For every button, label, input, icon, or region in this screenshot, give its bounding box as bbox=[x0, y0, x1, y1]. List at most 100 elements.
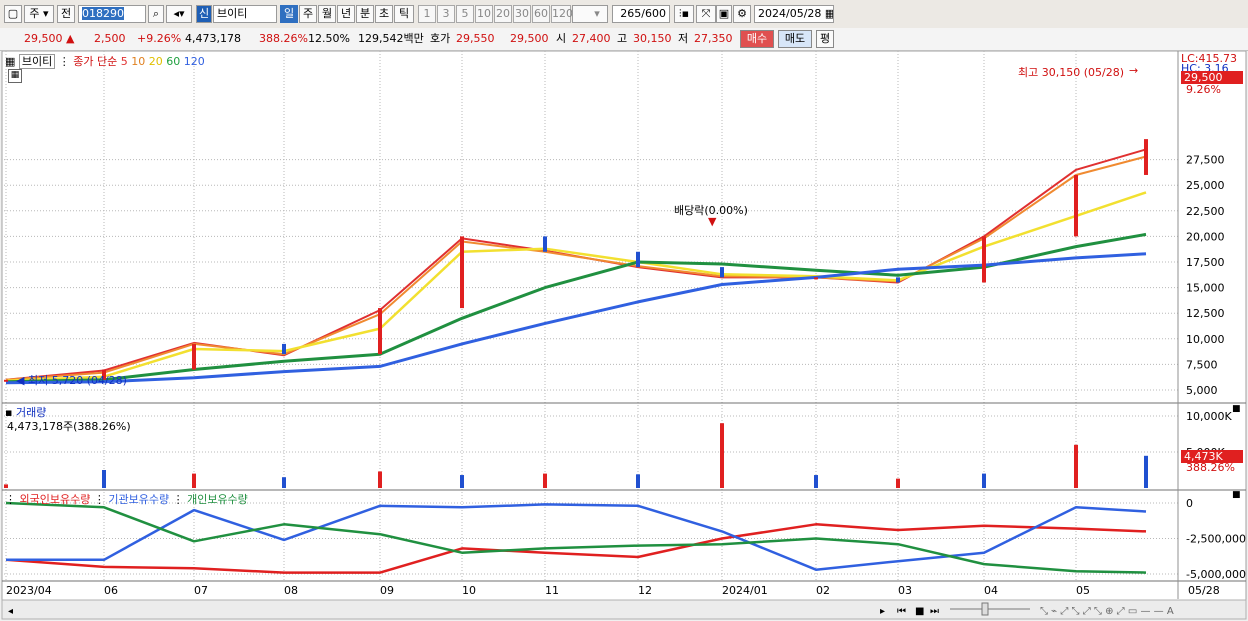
save-icon[interactable]: ▣ bbox=[716, 5, 732, 23]
data-count-total: /600 bbox=[641, 7, 666, 20]
bid-label: 호가 bbox=[430, 32, 451, 45]
low-label: 저 bbox=[678, 32, 689, 45]
tool-icons[interactable]: ⤡ ⌁ ⤢ ⤡ ⤢ ⤡ ⊕ ⤢ ▭ — — A bbox=[1040, 606, 1174, 617]
minute-10-button[interactable]: 10 bbox=[475, 5, 493, 23]
volume-bar bbox=[460, 475, 464, 488]
price-candle bbox=[720, 267, 724, 278]
price-candle bbox=[543, 236, 547, 252]
volume-bar bbox=[4, 484, 8, 488]
price-y-tick: 17,500 bbox=[1186, 256, 1225, 269]
custom-period-select[interactable]: ▾ bbox=[572, 5, 608, 23]
volume-current: 4,473,178주(388.26%) bbox=[7, 420, 131, 433]
price-y-tick: 20,000 bbox=[1186, 230, 1225, 243]
scroll-right-icon[interactable]: ▸ bbox=[880, 606, 885, 617]
turnover-rate: 12.50% bbox=[308, 32, 350, 45]
volume-name: 거래량 bbox=[15, 406, 47, 419]
holdings-grip-icon: ⋮ bbox=[5, 493, 16, 506]
volume-bar bbox=[1144, 455, 1148, 488]
play-forward-icon[interactable]: ⏭ bbox=[930, 606, 939, 617]
stock-name-label: 브이티 bbox=[18, 54, 56, 69]
volume-bar bbox=[896, 478, 900, 488]
volume-bar bbox=[192, 473, 196, 488]
minute-60-button[interactable]: 60 bbox=[532, 5, 550, 23]
scroll-left-icon[interactable]: ◂ bbox=[8, 606, 13, 617]
period-week-button[interactable]: 주 bbox=[299, 5, 317, 23]
stock-code-input[interactable]: 018290 bbox=[78, 5, 146, 23]
price-candle bbox=[378, 308, 382, 355]
search-icon[interactable]: ⌕ bbox=[148, 5, 164, 23]
ma20-label: 20 bbox=[148, 55, 163, 68]
minute-1-button[interactable]: 1 bbox=[418, 5, 436, 23]
period-select[interactable]: 주 ▾ bbox=[24, 5, 54, 23]
holdings-y-tick: -2,500,000 bbox=[1186, 533, 1246, 546]
minute-3-button[interactable]: 3 bbox=[437, 5, 455, 23]
sell-button[interactable]: 매도 bbox=[778, 30, 812, 48]
zoom-slider-handle[interactable] bbox=[981, 602, 989, 616]
x-tick-label: 05 bbox=[1076, 584, 1090, 597]
series-lines bbox=[4, 139, 1148, 574]
price-panel-title: ▦ 브이티 ⋮ 종가 단순 5 10 20 60 120 bbox=[5, 53, 205, 69]
current-pct-tag: 9.26% bbox=[1186, 83, 1221, 96]
holdings-y-tick: 0 bbox=[1186, 497, 1193, 510]
chart-area[interactable]: 2023/04 06 07 08 09 10 11 12 2024/01 02 03 04 05 05/2… bbox=[0, 51, 1248, 621]
minute-20-button[interactable]: 20 bbox=[494, 5, 512, 23]
dividend-note: 배당락(0.00%) bbox=[674, 204, 748, 217]
price-y-tick: 7,500 bbox=[1186, 358, 1218, 371]
volume-bar bbox=[282, 477, 286, 488]
holdings-panel-title: ⋮ 외국인보유수량 ⋮ 기관보유수량 ⋮ 개인보유수량 bbox=[5, 491, 248, 507]
candle-style-icon[interactable]: ⫶▪ bbox=[674, 5, 694, 23]
price-candle bbox=[1074, 174, 1078, 237]
trade-amount: 129,542백만 bbox=[358, 32, 424, 45]
period-year-button[interactable]: 년 bbox=[337, 5, 355, 23]
settings-gear-icon[interactable]: ⚙ bbox=[733, 5, 751, 23]
volume-bar bbox=[102, 470, 106, 488]
period-second-button[interactable]: 초 bbox=[375, 5, 393, 23]
volume-current-tag: 4,473K bbox=[1181, 450, 1243, 463]
minute-30-button[interactable]: 30 bbox=[513, 5, 531, 23]
price-candle bbox=[4, 379, 8, 382]
price-y-tick: 12,500 bbox=[1186, 307, 1225, 320]
window-menu-icon[interactable]: ▢ bbox=[4, 5, 22, 23]
stop-icon[interactable]: ■ bbox=[915, 606, 924, 617]
ma10-label: 10 bbox=[131, 55, 146, 68]
speaker-icon[interactable]: ◂▾ bbox=[166, 5, 192, 23]
volume-bar bbox=[720, 423, 724, 488]
minute-5-button[interactable]: 5 bbox=[456, 5, 474, 23]
chart-background bbox=[1, 51, 1247, 620]
play-back-icon[interactable]: ⏮ bbox=[897, 606, 906, 617]
ma-grip-icon: ⋮ bbox=[58, 55, 70, 68]
stock-name-field[interactable]: 브이티 bbox=[213, 5, 277, 23]
date-field[interactable]: 2024/05/28 ▦ bbox=[754, 5, 834, 23]
minute-120-button[interactable]: 120 bbox=[551, 5, 573, 23]
lc-label: LC:415.73 bbox=[1181, 52, 1238, 65]
period-label: 주 bbox=[29, 7, 40, 20]
volume-bars bbox=[4, 423, 1148, 488]
horizontal-scrollbar[interactable] bbox=[1, 599, 1247, 620]
prev-button[interactable]: 전 bbox=[57, 5, 75, 23]
period-minute-button[interactable]: 분 bbox=[356, 5, 374, 23]
period-day-button[interactable]: 일 bbox=[280, 5, 298, 23]
holdings-panel-close-icon[interactable]: ■ bbox=[1232, 490, 1241, 500]
x-tick-label: 02 bbox=[816, 584, 830, 597]
volume-value: 4,473,178 bbox=[185, 32, 241, 45]
panel-grip-icon[interactable]: ▦ bbox=[5, 55, 16, 68]
data-count-field[interactable]: 265/600 bbox=[612, 5, 670, 23]
volume-current-pct: 388.26% bbox=[1186, 461, 1235, 474]
high-price: 30,150 bbox=[633, 32, 672, 45]
x-tick-label: 07 bbox=[194, 584, 208, 597]
period-month-button[interactable]: 월 bbox=[318, 5, 336, 23]
price-candle bbox=[192, 343, 196, 370]
crosshair-icon[interactable]: ⤧ bbox=[696, 5, 716, 23]
volume-panel-close-icon[interactable]: ■ bbox=[1232, 404, 1241, 414]
price-candle bbox=[282, 343, 286, 355]
price-y-tick: 10,000 bbox=[1186, 333, 1225, 346]
x-tick-label: 08 bbox=[284, 584, 298, 597]
eval-button[interactable]: 평 bbox=[816, 30, 834, 48]
period-tick-button[interactable]: 틱 bbox=[394, 5, 414, 23]
calendar-icon[interactable]: ▦ bbox=[825, 7, 833, 20]
volume-grip-icon: ▪ bbox=[5, 406, 13, 419]
ma-line bbox=[5, 252, 1147, 385]
buy-button[interactable]: 매수 bbox=[740, 30, 774, 48]
dividend-arrow-icon: ▼ bbox=[708, 215, 717, 228]
table-toggle-icon[interactable]: ▦ bbox=[8, 69, 22, 83]
